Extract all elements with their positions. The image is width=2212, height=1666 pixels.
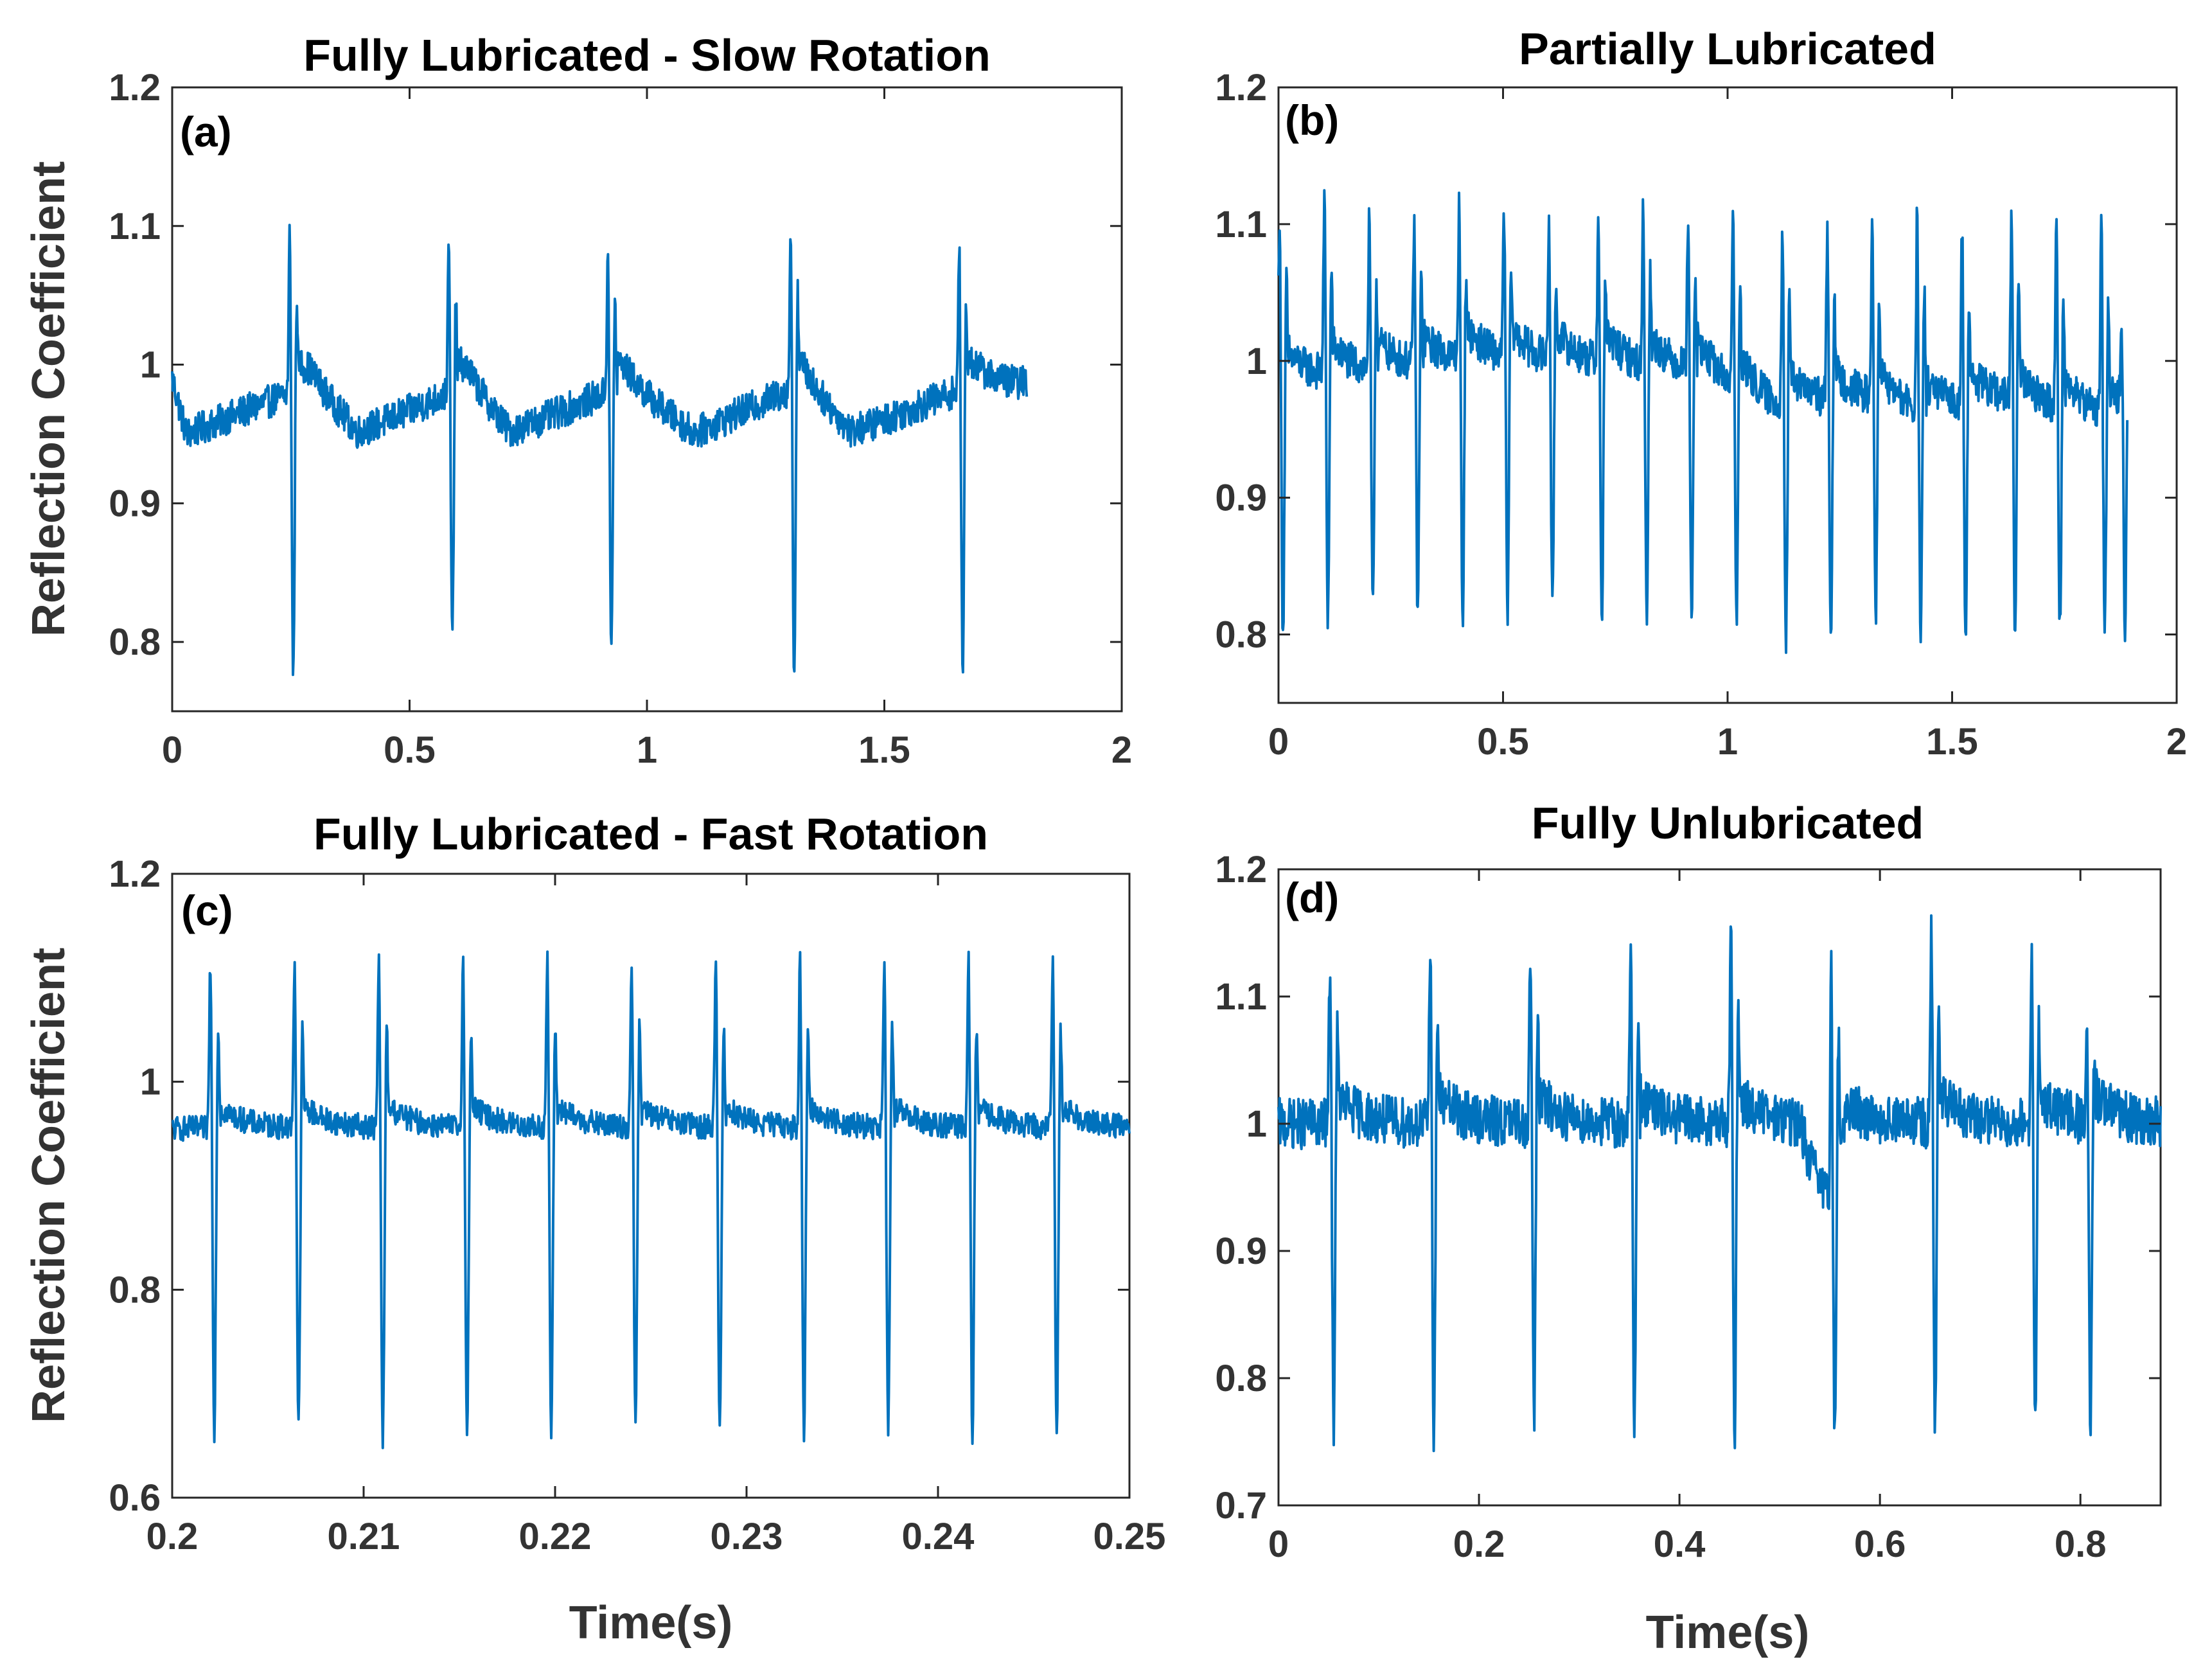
panel-d-xlabel: Time(s) [1646,1607,1810,1658]
y-tick-label: 1 [1246,341,1267,382]
x-tick-label: 0.6 [1854,1523,1906,1565]
panel-d-label: (d) [1285,874,1339,921]
x-tick-label: 0.25 [1093,1516,1166,1557]
panel-a-ylabel: Reflection Coefficient [23,161,75,637]
x-tick-label: 0.8 [2055,1523,2107,1565]
y-tick-label: 0.9 [1215,1230,1267,1272]
panel-c-xlabel: Time(s) [569,1597,733,1649]
y-tick-label: 0.7 [1215,1485,1267,1527]
panel-a: Fully Lubricated - Slow Rotation Reflect… [23,30,1132,771]
y-tick-label: 0.8 [1215,614,1267,656]
x-tick-label: 0 [162,729,182,771]
panel-d-plot-area: 0 0.2 0.4 0.6 0.8 0.7 0.8 0.9 1 1.1 1.2 [1215,849,2162,1565]
x-tick-label: 0.24 [902,1516,975,1557]
y-tick-label: 1.1 [1215,976,1267,1018]
y-tick-label: 0.9 [109,483,161,524]
x-tick-label: 1.5 [1926,721,1978,763]
series-line [171,224,1029,677]
series-line [172,950,1131,1449]
panel-b-title: Partially Lubricated [1519,24,1936,74]
panel-a-plot-area: 0 0.5 1 1.5 2 0.8 0.9 1 1.1 1.2 [109,67,1132,771]
series-line [1277,189,2129,654]
panel-a-title: Fully Lubricated - Slow Rotation [303,30,990,80]
panel-c-title: Fully Lubricated - Fast Rotation [314,809,988,859]
y-tick-label: 1 [140,1061,161,1103]
x-tick-label: 0.22 [519,1516,592,1557]
y-tick-label: 1.2 [109,853,161,895]
x-tick-label: 0.5 [384,729,436,771]
axes-box [1277,868,2162,1507]
panel-c: Fully Lubricated - Fast Rotation Reflect… [23,809,1165,1649]
x-tick-label: 0 [1268,1523,1289,1565]
panel-c-plot-area: 0.2 0.21 0.22 0.23 0.24 0.25 0.6 0.8 1 1.2 [109,853,1165,1557]
x-tick-label: 0.23 [711,1516,783,1557]
panel-b: Partially Lubricated 0 0.5 1 1.5 2 0.8 0.9 1 1.1… [1215,24,2187,763]
panel-b-plot-area: 0 0.5 1 1.5 2 0.8 0.9 1 1.1 1.2 [1215,67,2187,763]
x-tick-label: 0.2 [146,1516,199,1557]
axes-box [171,873,1131,1499]
x-tick-label: 2 [2166,721,2187,763]
panel-d-title: Fully Unlubricated [1532,798,1924,848]
panel-a-label: (a) [180,108,232,155]
panel-d: Fully Unlubricated Time(s) 0 0.2 0.4 0.6 0.8… [1215,798,2162,1658]
panel-c-label: (c) [181,887,233,934]
panel-c-ylabel: Reflection Coefficient [23,948,75,1423]
x-tick-label: 0 [1268,721,1289,763]
y-tick-label: 0.6 [109,1477,161,1519]
x-tick-label: 0.21 [328,1516,400,1557]
y-tick-label: 1.1 [1215,204,1267,245]
y-tick-label: 0.8 [1215,1358,1267,1399]
panel-b-label: (b) [1285,96,1339,144]
y-tick-label: 0.9 [1215,477,1267,519]
x-tick-label: 1 [1717,721,1738,763]
x-tick-label: 0.4 [1654,1523,1706,1565]
x-tick-label: 1.5 [858,729,910,771]
x-tick-label: 0.2 [1453,1523,1505,1565]
y-tick-label: 1.2 [1215,67,1267,109]
x-tick-label: 1 [637,729,657,771]
y-tick-label: 1.1 [109,206,161,247]
series-line [1277,914,2162,1453]
y-tick-label: 0.8 [109,1269,161,1311]
y-tick-label: 1.2 [109,67,161,109]
y-tick-label: 1 [1246,1103,1267,1145]
y-tick-label: 1 [140,344,161,386]
y-tick-label: 0.8 [109,621,161,663]
x-tick-label: 2 [1111,729,1132,771]
y-tick-label: 1.2 [1215,849,1267,891]
x-tick-label: 0.5 [1477,721,1529,763]
